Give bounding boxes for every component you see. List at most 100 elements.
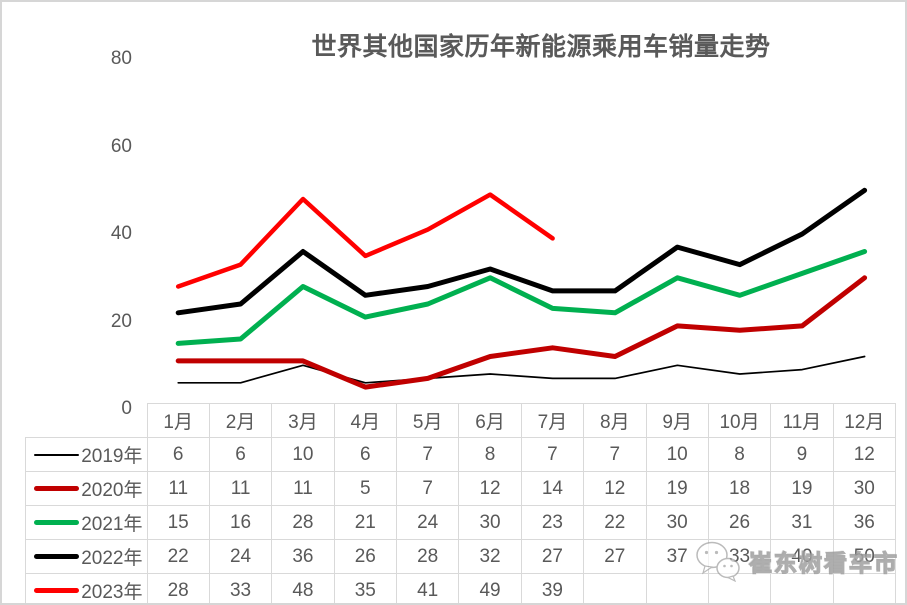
value-cell: 35 [333, 573, 398, 603]
table-row: 2021年 15 16 28 21 24 30 23 22 30 26 31 36 [25, 505, 897, 540]
legend-series-label: 2023年 [81, 582, 143, 603]
value-cell: 26 [333, 539, 398, 574]
value-cell: 23 [520, 505, 585, 540]
y-axis-tick-label: 80 [110, 48, 132, 69]
table-header-row: 1月 2月 3月 4月 5月 6月 7月 8月 9月 10月 11月 12月 [26, 403, 897, 438]
y-axis-tick-label: 40 [110, 223, 132, 244]
month-header-cell: 4月 [333, 403, 398, 438]
value-cell: 21 [333, 505, 398, 540]
value-cell: 7 [395, 437, 460, 472]
value-cell: 30 [832, 471, 897, 506]
value-cell: 49 [458, 573, 522, 603]
month-header-cell: 10月 [707, 403, 772, 438]
legend-line-swatch [34, 588, 80, 593]
value-cell: 6 [146, 437, 210, 472]
value-cell: 10 [271, 437, 335, 472]
value-cell: 36 [271, 539, 335, 574]
value-cell: 8 [458, 437, 522, 472]
value-cell: 39 [520, 573, 585, 603]
value-cell: 37 [645, 539, 709, 574]
value-cell [770, 573, 834, 603]
table-row: 2019年 6 6 10 6 7 8 7 7 10 8 9 12 [25, 437, 897, 472]
chart-title: 世界其他国家历年新能源乘用车销量走势 [311, 33, 771, 61]
series-line-2021年 [175, 249, 868, 346]
y-axis-tick-label: 0 [121, 398, 132, 419]
value-cell: 19 [770, 471, 834, 506]
value-cell [645, 573, 709, 603]
value-cell: 6 [333, 437, 398, 472]
chart-data-table: 1月 2月 3月 4月 5月 6月 7月 8月 9月 10月 11月 12月 2019年 6 6 10 6 7 8 7… [25, 403, 897, 603]
month-header-cell: 5月 [395, 403, 460, 438]
value-cell: 41 [395, 573, 460, 603]
legend-cell: 2023年 [25, 573, 148, 603]
legend-series-label: 2020年 [81, 480, 143, 501]
value-cell: 22 [583, 505, 647, 540]
value-cell: 16 [208, 505, 273, 540]
series-line-2020年 [175, 275, 868, 390]
legend-cell: 2022年 [25, 539, 148, 574]
value-cell: 6 [208, 437, 273, 472]
value-cell: 15 [146, 505, 210, 540]
value-cell: 48 [271, 573, 335, 603]
value-cell: 14 [520, 471, 585, 506]
legend-line-swatch [34, 520, 80, 525]
value-cell: 22 [146, 539, 210, 574]
value-cell: 30 [645, 505, 709, 540]
table-row: 2020年 11 11 11 5 7 12 14 12 19 18 19 30 [25, 471, 897, 506]
table-row: 2022年 22 24 36 26 28 32 27 27 37 33 40 50 [25, 539, 897, 574]
value-cell: 11 [271, 471, 335, 506]
legend-line-swatch [34, 486, 80, 491]
month-header-cell: 8月 [583, 403, 647, 438]
value-cell: 26 [707, 505, 772, 540]
value-cell [707, 573, 772, 603]
series-line-2023年 [175, 192, 555, 289]
value-cell: 24 [395, 505, 460, 540]
month-header-cell: 11月 [770, 403, 834, 438]
value-cell: 27 [520, 539, 585, 574]
month-header-cell: 12月 [832, 403, 897, 438]
value-cell: 19 [645, 471, 709, 506]
value-cell [832, 573, 897, 603]
y-axis-tick-label: 20 [110, 310, 132, 332]
value-cell: 28 [146, 573, 210, 603]
value-cell: 11 [208, 471, 273, 506]
value-cell: 32 [458, 539, 522, 574]
series-line-2019年 [177, 355, 866, 384]
value-cell: 11 [146, 471, 210, 506]
value-cell: 28 [395, 539, 460, 574]
legend-cell: 2020年 [25, 471, 148, 506]
value-cell: 24 [208, 539, 273, 574]
value-cell: 9 [770, 437, 834, 472]
month-header-cell: 3月 [271, 403, 335, 438]
value-cell: 30 [458, 505, 522, 540]
legend-line-swatch [34, 554, 80, 559]
value-cell: 40 [770, 539, 834, 574]
legend-cell: 2019年 [25, 437, 148, 472]
value-cell: 18 [707, 471, 772, 506]
legend-line-swatch [34, 453, 80, 456]
value-cell: 5 [333, 471, 398, 506]
legend-series-label: 2019年 [81, 446, 143, 467]
series-line-2022年 [175, 187, 868, 316]
value-cell: 28 [271, 505, 335, 540]
value-cell: 36 [832, 505, 897, 540]
value-cell: 7 [395, 471, 460, 506]
value-cell: 8 [707, 437, 772, 472]
month-header-cell: 7月 [520, 403, 585, 438]
value-cell: 7 [520, 437, 585, 472]
value-cell [583, 573, 647, 603]
value-cell: 27 [583, 539, 647, 574]
value-cell: 7 [583, 437, 647, 472]
month-header-cell: 6月 [458, 403, 522, 438]
legend-series-label: 2022年 [81, 548, 143, 569]
value-cell: 12 [583, 471, 647, 506]
legend-series-label: 2021年 [81, 514, 143, 535]
table-row: 2023年 28 33 48 35 41 49 39 [25, 573, 897, 603]
value-cell: 33 [707, 539, 772, 574]
month-header-cell: 1月 [146, 403, 210, 438]
table-corner-cell [26, 404, 148, 438]
value-cell: 50 [832, 539, 897, 574]
month-header-cell: 9月 [645, 403, 709, 438]
